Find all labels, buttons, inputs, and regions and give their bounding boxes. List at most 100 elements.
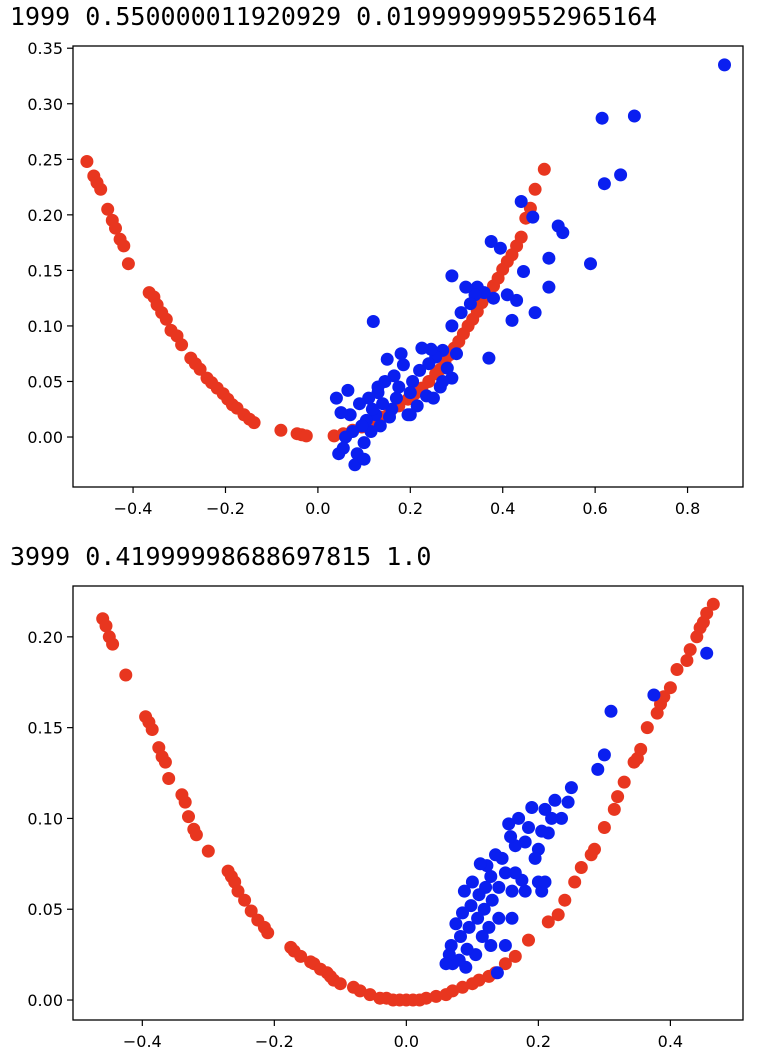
data-point-2-45 [457,884,471,898]
data-point-2-21 [482,351,496,365]
data-point-1-69 [528,182,542,196]
data-point-1-32 [274,423,288,437]
y-tick-label: 0.00 [27,991,63,1010]
data-point-1-2 [99,619,113,633]
data-point-2-30 [450,347,463,361]
data-point-2-71 [339,430,353,444]
y-tick-label: 0.35 [27,40,63,58]
data-point-1-24 [244,904,258,918]
data-point-2-48 [389,391,403,405]
data-point-1-67 [597,821,611,834]
data-point-1-58 [508,949,522,963]
data-point-1-69 [611,790,625,804]
y-tick-label: 0.20 [27,628,63,647]
chart-2-caption: 3999 0.41999998688697815 1.0 [10,542,432,571]
data-point-1-11 [158,755,172,769]
y-tick-label: 0.15 [27,719,63,738]
data-point-1-37 [333,977,347,991]
data-point-2-47 [454,930,467,943]
x-tick-label: −0.4 [114,499,153,518]
data-point-2-4 [597,748,611,762]
data-point-1-5 [119,668,133,682]
data-point-2-20 [512,811,526,825]
data-point-2-17 [500,288,514,302]
data-point-2-39 [415,341,429,355]
data-point-2-13 [535,824,549,838]
data-point-1-52 [456,980,469,994]
data-point-1-22 [231,884,245,898]
data-point-1-66 [588,842,601,856]
data-point-2-46 [394,347,408,361]
data-point-1-80 [680,654,694,667]
data-point-1-62 [558,893,572,907]
data-point-1-7 [109,221,122,235]
data-point-1-48 [419,991,433,1005]
data-point-2-41 [410,399,424,413]
data-point-2-7 [561,795,575,809]
data-point-2-31 [440,361,454,375]
data-point-2-73 [334,406,348,420]
data-point-2-29 [485,893,499,907]
data-point-1-35 [299,429,313,443]
y-tick-label: 0.25 [27,150,63,169]
data-point-2-12 [526,210,540,224]
data-point-2-65 [353,397,366,411]
data-point-2-10 [545,811,559,825]
data-point-2-25 [463,297,477,311]
data-point-1-14 [178,795,192,809]
data-point-2-28 [489,848,502,862]
data-point-1-8 [145,723,159,736]
data-point-2-60 [518,884,532,898]
data-point-1-23 [238,893,252,907]
data-point-1-40 [363,988,377,1002]
data-point-2-6 [584,257,597,271]
data-point-1-59 [522,933,535,947]
data-point-1-86 [706,597,720,611]
data-point-1-61 [551,908,565,922]
data-point-2-58 [505,911,519,925]
data-point-2-31 [482,920,496,934]
data-point-2-55 [490,966,504,980]
data-point-2-11 [528,306,542,320]
data-point-2-27 [492,880,506,894]
data-point-2-6 [564,781,578,795]
data-point-2-58 [366,315,380,328]
data-point-2-63 [357,436,371,450]
data-point-1-77 [657,690,671,704]
data-point-1-31 [247,416,261,430]
data-point-2-59 [365,402,379,416]
y-tick-label: 0.00 [27,428,63,447]
data-point-2-80 [436,375,450,388]
data-point-1-12 [162,772,176,785]
x-tick-label: 0.2 [398,499,423,518]
data-point-2-49 [449,917,463,931]
data-point-1-27 [261,926,275,940]
data-point-2-35 [475,930,489,943]
data-point-2-8 [555,811,568,825]
data-point-2-17 [522,821,535,834]
data-point-2-43 [403,386,417,400]
y-tick-label: 0.05 [27,372,63,391]
data-point-2-56 [492,911,506,925]
data-point-2-18 [493,241,507,255]
data-point-1-81 [683,643,697,657]
data-point-1-60 [541,915,555,929]
data-point-2-57 [498,939,512,952]
data-point-2-59 [508,866,522,880]
data-point-2-25 [498,866,512,880]
y-tick-label: 0.05 [27,900,63,919]
x-tick-label: 0.6 [582,499,607,518]
data-point-1-57 [498,957,512,971]
data-point-2-54 [376,397,390,411]
data-point-1-73 [634,742,648,756]
series-2-points [439,646,714,980]
data-point-2-2 [647,688,661,702]
x-tick-label: −0.2 [206,499,245,518]
data-point-2-16 [505,313,519,327]
data-point-1-54 [472,973,486,987]
data-point-2-12 [538,802,552,816]
y-tick-label: 0.15 [27,261,63,280]
data-point-2-14 [517,265,530,278]
data-point-1-70 [537,162,551,176]
data-point-1-18 [201,844,215,858]
